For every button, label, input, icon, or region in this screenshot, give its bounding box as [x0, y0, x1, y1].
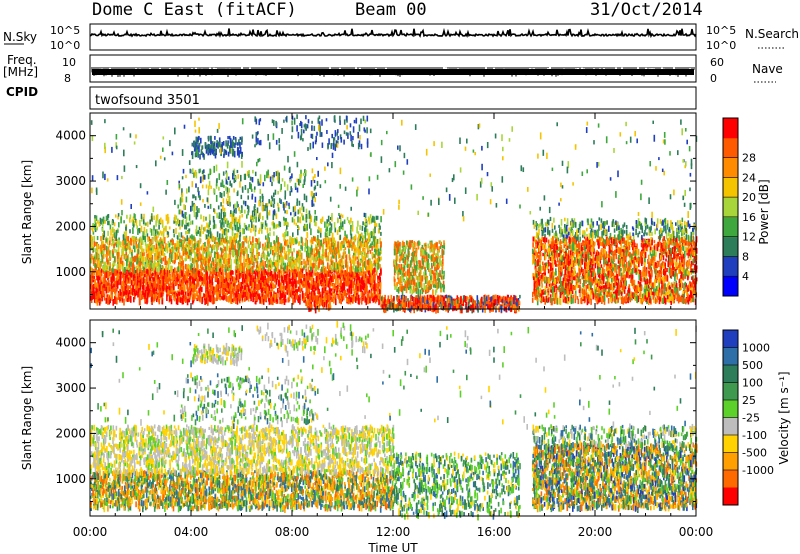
nsearch-tick-top: 10^5	[706, 24, 736, 37]
nave-tick-bottom: 0	[710, 72, 717, 85]
time-tick-3: 12:00	[376, 525, 411, 539]
velocity-colorbar-tick-6: -500	[742, 447, 767, 460]
time-tick-5: 20:00	[578, 525, 613, 539]
velocity-ytick-1: 2000	[55, 426, 86, 440]
time-tick-2: 08:00	[275, 525, 310, 539]
power-ytick-1: 2000	[55, 219, 86, 233]
power-colorbar-tick-4: 20	[742, 191, 756, 204]
nsky-tick-top: 10^5	[50, 24, 80, 37]
power-colorbar-tick-5: 24	[742, 171, 756, 184]
power-ytick-0: 1000	[55, 265, 86, 279]
velocity-ylabel: Slant Range [km]	[20, 366, 34, 470]
cpid-panel	[90, 87, 696, 109]
velocity-colorbar-tick-5: -100	[742, 429, 767, 442]
velocity-colorbar-tick-3: 25	[742, 394, 756, 407]
nsky-trace	[90, 29, 696, 37]
nsky-tick-bottom: 10^0	[50, 39, 80, 52]
velocity-colorbar: 1000 500 100 25 -25 -100 -500 -1000	[723, 330, 774, 506]
time-tick-6: 00:00	[679, 525, 714, 539]
power-colorbar-tick-3: 16	[742, 211, 756, 224]
velocity-ytick-0: 1000	[55, 472, 86, 486]
velocity-data	[90, 321, 698, 520]
velocity-colorbar-tick-2: 100	[742, 377, 763, 390]
power-ylabel: Slant Range [km]	[20, 160, 34, 264]
power-colorbar-tick-2: 12	[742, 231, 756, 244]
freq-tick-top: 10	[62, 56, 76, 69]
power-ytick-3: 4000	[55, 129, 86, 143]
power-colorbar-label: Power [dB]	[757, 179, 771, 244]
velocity-ytick-3: 4000	[55, 336, 86, 350]
nave-tick-top: 60	[710, 56, 724, 69]
power-colorbar-tick-1: 8	[742, 250, 749, 263]
velocity-colorbar-label: Velocity [m s⁻¹]	[777, 371, 791, 464]
power-ytick-2: 3000	[55, 174, 86, 188]
nsky-panel: 10^5 10^0 10^5 10^0	[4, 24, 785, 52]
power-colorbar-tick-6: 28	[742, 152, 756, 165]
power-data	[90, 114, 698, 313]
velocity-colorbar-tick-7: -1000	[742, 464, 774, 477]
power-colorbar-tick-0: 4	[742, 270, 749, 283]
freq-panel: 10 8 60 0	[62, 55, 776, 85]
freq-trace	[92, 67, 694, 77]
figure: Dome C East (fitACF) Beam 00 31/Oct/2014…	[0, 0, 800, 554]
time-tick-1: 04:00	[174, 525, 209, 539]
time-tick-0: 00:00	[73, 525, 108, 539]
velocity-colorbar-tick-1: 500	[742, 359, 763, 372]
time-xlabel: Time UT	[367, 541, 418, 554]
velocity-ytick-2: 3000	[55, 381, 86, 395]
velocity-colorbar-tick-0: 1000	[742, 342, 770, 355]
velocity-panel: 1000 2000 3000 4000 Slant Range [km]	[20, 320, 698, 520]
power-panel: 1000 2000 3000 4000 Slant Range [km]	[20, 113, 698, 314]
chart-canvas: 10^5 10^0 10^5 10^0 10 8 60 0 1000200030…	[0, 0, 800, 554]
power-colorbar: 4 8 12 16 20 24 28	[723, 118, 756, 297]
time-tick-4: 16:00	[477, 525, 512, 539]
freq-tick-bottom: 8	[64, 72, 71, 85]
nsearch-tick-bottom: 10^0	[706, 39, 736, 52]
velocity-colorbar-tick-4: -25	[742, 412, 760, 425]
